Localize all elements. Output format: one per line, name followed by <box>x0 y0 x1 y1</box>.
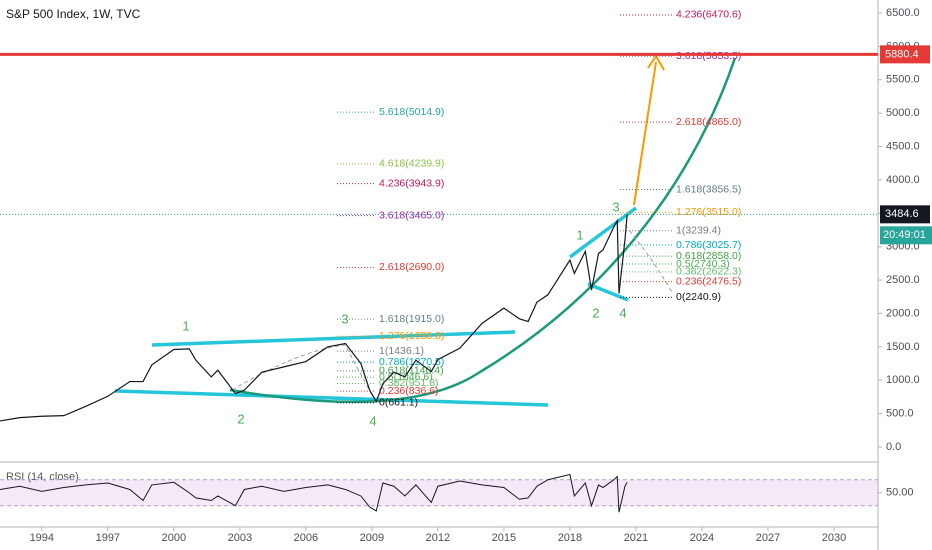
wave-label: 2 <box>592 305 599 320</box>
x-tick-label: 2003 <box>228 532 252 544</box>
last-price-tag <box>880 205 930 224</box>
y-tick-label: 500.0 <box>886 408 914 420</box>
countdown-label: 20:49:01 <box>883 229 926 241</box>
wave-label: 4 <box>619 305 626 320</box>
x-tick-label: 2009 <box>360 532 384 544</box>
fib-label: 2.618(2690.0) <box>379 261 444 273</box>
countdown-tag <box>880 226 932 245</box>
fib-label: 1.618(1915.0) <box>379 313 444 325</box>
fib-label: 0.5(2740.3) <box>676 258 730 270</box>
x-tick-label: 2027 <box>756 532 780 544</box>
fib-label: 4.236(3943.9) <box>379 177 444 189</box>
fib-label: 3.618(5853.5) <box>676 50 741 62</box>
fib-label: 0.786(1270.5) <box>379 356 444 368</box>
fib-label: 1(3239.4) <box>676 224 721 236</box>
fib-label: 0.618(1140.4) <box>379 365 444 377</box>
trend-line <box>568 206 638 259</box>
fib-label: 0.382(951.8) <box>379 377 439 389</box>
fib-label: 1.276(1658.8) <box>379 330 444 342</box>
fib-label: 1.276(3515.0) <box>676 206 741 218</box>
target-arrow <box>633 61 657 206</box>
wave-label: 4 <box>369 413 376 428</box>
wave-label: 2 <box>237 411 244 426</box>
rsi-line <box>0 473 628 513</box>
rsi-y-tick-label: 50.00 <box>886 487 914 499</box>
fib-label: 0.618(2858.0) <box>676 250 741 262</box>
x-tick-label: 2012 <box>426 532 450 544</box>
y-tick-label: 1500.0 <box>886 341 920 353</box>
x-tick-label: 2006 <box>294 532 318 544</box>
fib-label: 0.236(836.6) <box>379 385 439 397</box>
target-tag <box>880 45 930 64</box>
x-tick-label: 2000 <box>162 532 186 544</box>
y-tick-label: 4500.0 <box>886 140 920 152</box>
y-tick-label: 2000.0 <box>886 307 920 319</box>
y-tick-label: 5000.0 <box>886 107 920 119</box>
y-tick-label: 1000.0 <box>886 374 920 386</box>
fib-label: 4.236(6470.6) <box>676 9 741 21</box>
x-tick-label: 1994 <box>30 532 54 544</box>
price-line <box>0 214 628 422</box>
growth-curve <box>229 57 737 404</box>
trend-line <box>151 330 516 347</box>
x-tick-label: 2030 <box>822 532 846 544</box>
fib-label: 3.618(3465.0) <box>379 209 444 221</box>
trend-line <box>114 389 549 407</box>
x-tick-label: 2018 <box>558 532 582 544</box>
y-tick-label: 5500.0 <box>886 74 920 86</box>
fib-label: 4.618(4239.9) <box>379 158 444 170</box>
y-tick-label: 0.0 <box>886 441 901 453</box>
wave-label: 1 <box>576 227 583 242</box>
y-tick-label: 6500.0 <box>886 7 920 19</box>
fib-label: 1.618(3856.5) <box>676 183 741 195</box>
wave-label: 1 <box>182 318 189 333</box>
x-tick-label: 2015 <box>492 532 516 544</box>
fib-label: 0(2240.9) <box>676 291 721 303</box>
x-tick-label: 2024 <box>690 532 714 544</box>
fib-label: 1(1436.1) <box>379 345 424 357</box>
wave-label: 3 <box>612 199 619 214</box>
y-tick-label: 2500.0 <box>886 274 920 286</box>
trend-line <box>587 282 629 302</box>
fib-label: 0.786(3025.7) <box>676 239 741 251</box>
fib-label: 0.382(2622.3) <box>676 266 741 278</box>
fib-label: 2.618(4865.0) <box>676 116 741 128</box>
last-price-tag-label: 3484.6 <box>885 208 919 220</box>
drawings <box>114 54 737 407</box>
chart-title: S&P 500 Index, 1W, TVC <box>6 7 141 21</box>
fib-label: 5.618(5014.9) <box>379 106 444 118</box>
rsi-band <box>0 479 878 506</box>
x-tick-label: 1997 <box>96 532 120 544</box>
y-tick-label: 4000.0 <box>886 174 920 186</box>
wave-label: 3 <box>341 311 348 326</box>
fib-label: 0(661.1) <box>379 397 418 409</box>
target-tag-label: 5880.4 <box>885 48 919 60</box>
x-tick-label: 2021 <box>624 532 648 544</box>
fib-label: 0.236(2476.5) <box>676 275 741 287</box>
